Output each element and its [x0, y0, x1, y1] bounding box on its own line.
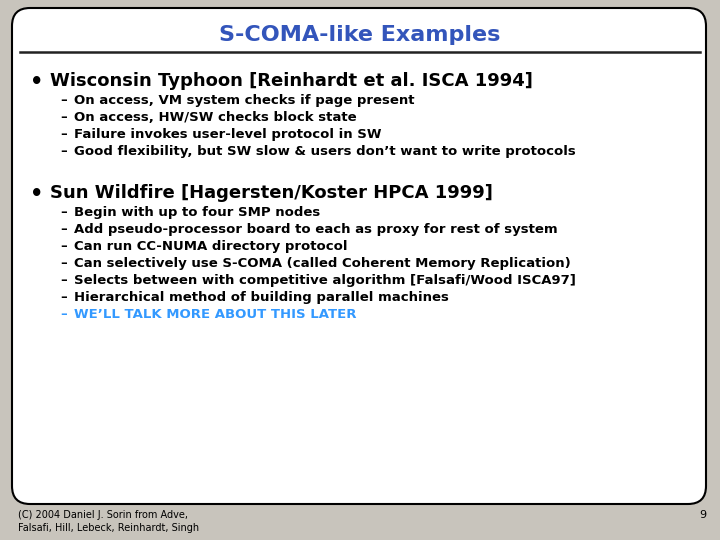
- Text: Selects between with competitive algorithm [Falsafi/Wood ISCA97]: Selects between with competitive algorit…: [74, 274, 576, 287]
- Text: •: •: [30, 184, 43, 204]
- Text: –: –: [60, 206, 67, 219]
- Text: (C) 2004 Daniel J. Sorin from Adve,
Falsafi, Hill, Lebeck, Reinhardt, Singh: (C) 2004 Daniel J. Sorin from Adve, Fals…: [18, 510, 199, 533]
- Text: Add pseudo-processor board to each as proxy for rest of system: Add pseudo-processor board to each as pr…: [74, 223, 557, 236]
- Text: Hierarchical method of building parallel machines: Hierarchical method of building parallel…: [74, 291, 449, 304]
- Text: Can run CC-NUMA directory protocol: Can run CC-NUMA directory protocol: [74, 240, 348, 253]
- Text: –: –: [60, 223, 67, 236]
- Text: Can selectively use S-COMA (called Coherent Memory Replication): Can selectively use S-COMA (called Coher…: [74, 257, 571, 270]
- Text: WE’LL TALK MORE ABOUT THIS LATER: WE’LL TALK MORE ABOUT THIS LATER: [74, 308, 356, 321]
- Text: •: •: [30, 72, 43, 92]
- Text: S-COMA-like Examples: S-COMA-like Examples: [220, 25, 500, 45]
- Text: On access, VM system checks if page present: On access, VM system checks if page pres…: [74, 94, 415, 107]
- Text: –: –: [60, 274, 67, 287]
- Text: Wisconsin Typhoon [Reinhardt et al. ISCA 1994]: Wisconsin Typhoon [Reinhardt et al. ISCA…: [50, 72, 533, 90]
- Text: –: –: [60, 308, 67, 321]
- Text: –: –: [60, 257, 67, 270]
- Text: –: –: [60, 128, 67, 141]
- Text: 9: 9: [699, 510, 706, 520]
- Text: –: –: [60, 94, 67, 107]
- Text: –: –: [60, 240, 67, 253]
- Text: –: –: [60, 145, 67, 158]
- Text: Failure invokes user-level protocol in SW: Failure invokes user-level protocol in S…: [74, 128, 382, 141]
- Text: Sun Wildfire [Hagersten/Koster HPCA 1999]: Sun Wildfire [Hagersten/Koster HPCA 1999…: [50, 184, 493, 202]
- Text: Good flexibility, but SW slow & users don’t want to write protocols: Good flexibility, but SW slow & users do…: [74, 145, 576, 158]
- Text: Begin with up to four SMP nodes: Begin with up to four SMP nodes: [74, 206, 320, 219]
- FancyBboxPatch shape: [12, 8, 706, 504]
- Text: –: –: [60, 111, 67, 124]
- Text: On access, HW/SW checks block state: On access, HW/SW checks block state: [74, 111, 356, 124]
- Text: –: –: [60, 291, 67, 304]
